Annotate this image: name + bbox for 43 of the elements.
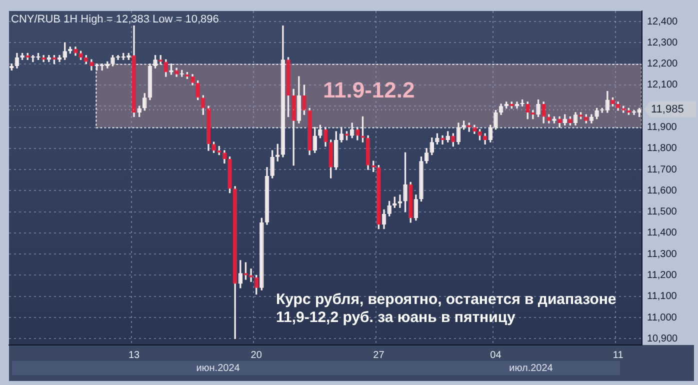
candlestick [435, 133, 440, 145]
candlestick [110, 55, 115, 66]
band-label: 11.9-12.2 [322, 78, 415, 103]
y-tick-label: 11,800 [647, 143, 678, 154]
y-tick-label: 11,400 [647, 228, 678, 239]
candlestick [270, 150, 274, 178]
y-tick-label: 10,900 [647, 333, 678, 344]
text: июл.2024 [509, 362, 554, 374]
y-tick-label: 11,200 [647, 270, 678, 281]
candlestick [536, 99, 540, 118]
x-tick-label: 20 [250, 350, 262, 361]
y-tick-label: 12,300 [647, 37, 678, 48]
y-tick-label: 11,300 [647, 248, 678, 260]
x-tick-label: 04 [490, 350, 502, 361]
candlestick [169, 64, 174, 75]
candlestick [462, 120, 466, 130]
candlestick [228, 156, 232, 194]
text: июн.2024 [196, 362, 240, 374]
chart-title: CNY/RUB 1H High = 12,383 Low = 10,896 [11, 14, 219, 26]
x-tick-label: 27 [373, 350, 385, 361]
candlestick [78, 50, 83, 60]
candlestick [494, 110, 498, 130]
y-tick-label: 11,100 [647, 291, 678, 302]
candlestick [478, 129, 482, 140]
annotation: Курс рубля, вероятно, останется в диапазоне 11,9-12,2 руб. за юань в пятницу [276, 291, 616, 326]
x-tick-label: 11 [612, 350, 624, 361]
candlestick [248, 268, 254, 282]
y-tick-label: 12,100 [647, 80, 678, 91]
y-tick-label: 11,900 [647, 122, 678, 134]
candlestick [360, 116, 365, 142]
candlestick [594, 108, 599, 120]
y-tick-label: 12,400 [647, 16, 678, 28]
y-tick-label: 11,600 [647, 185, 678, 196]
y-tick-label: 12,200 [647, 58, 678, 70]
ref-line-label: 11,985 [651, 103, 684, 116]
x-tick-label: 13 [128, 350, 140, 361]
candlestick [212, 142, 216, 153]
candlestick [419, 156, 424, 202]
candlestick [153, 55, 158, 68]
y-tick-label: 11,700 [647, 164, 678, 176]
y-tick-label: 11,500 [647, 206, 678, 218]
candlestick [403, 152, 408, 212]
y-tick-label: 11,000 [647, 312, 678, 324]
